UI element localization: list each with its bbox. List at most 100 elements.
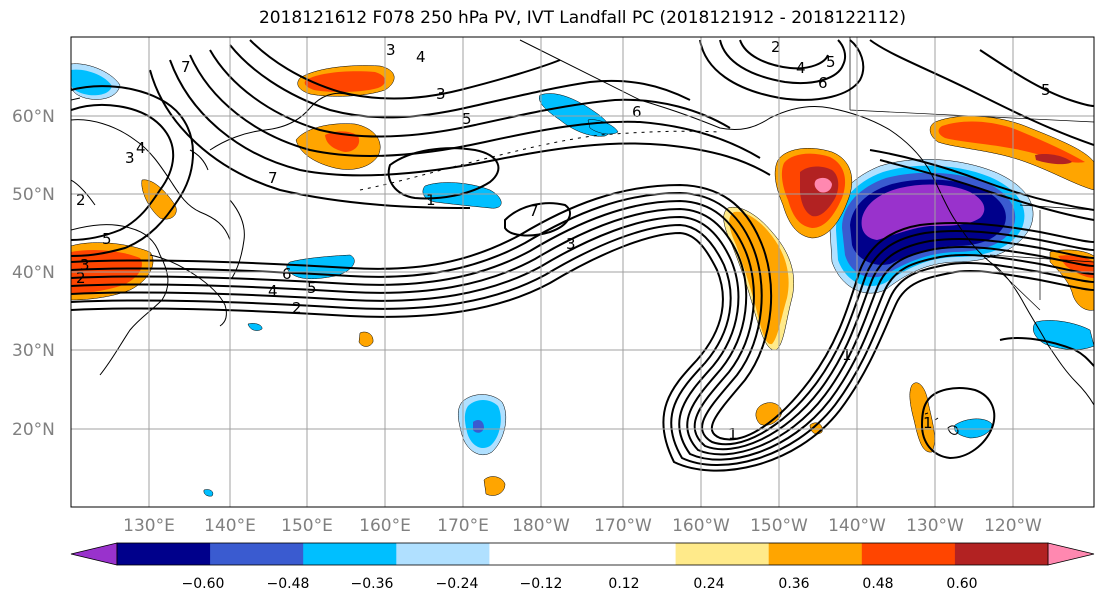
contour-jet-5 bbox=[71, 215, 1094, 461]
contour-label: 3 bbox=[436, 85, 446, 103]
contour-high-ne-1 bbox=[699, 39, 865, 101]
positive-anomaly-small-2 bbox=[358, 331, 374, 347]
map-frame bbox=[70, 36, 1095, 508]
contour-label: 7 bbox=[268, 169, 278, 187]
colorbar-cell bbox=[396, 543, 490, 565]
negative-anomaly-small-1b bbox=[71, 69, 112, 96]
contour-label: 6 bbox=[282, 265, 292, 283]
contour-jet-6 bbox=[71, 223, 1094, 466]
contour-label: 5 bbox=[826, 53, 836, 71]
contour-label: 1 bbox=[923, 414, 933, 432]
contour-label: 2 bbox=[771, 38, 781, 56]
contour-label: 4 bbox=[416, 48, 426, 66]
contour-jet-3 bbox=[71, 199, 1094, 451]
contour-west-1 bbox=[71, 104, 175, 241]
colorbar-tick-label: 0.24 bbox=[693, 576, 724, 592]
colorbar-cell bbox=[768, 543, 863, 565]
colorbar-cell bbox=[954, 543, 1049, 565]
lat-label: 40°N bbox=[12, 263, 55, 283]
contour-ne-corner-1 bbox=[979, 49, 1094, 107]
latitude-labels: 60°N 50°N 40°N 30°N 20°N bbox=[12, 107, 55, 440]
lon-label: 170°E bbox=[437, 516, 489, 536]
contour-label: 5 bbox=[1041, 81, 1051, 99]
colorbar-tick-label: 0.12 bbox=[608, 576, 639, 592]
contour-label: 4 bbox=[796, 59, 806, 77]
coastlines bbox=[71, 37, 1094, 435]
contour-high-ne-2 bbox=[719, 39, 847, 84]
contour-label: 6 bbox=[818, 74, 828, 92]
contour-label: 1 bbox=[842, 346, 852, 364]
colorbar-cell bbox=[303, 543, 397, 565]
lon-label: 140°W bbox=[828, 516, 886, 536]
coastline-japan bbox=[149, 254, 227, 327]
contour-label: 2 bbox=[76, 191, 86, 209]
colorbar-cell bbox=[489, 543, 583, 565]
map-title: 2018121612 F078 250 hPa PV, IVT Landfall… bbox=[258, 8, 906, 28]
negative-anomaly-small-10 bbox=[203, 489, 214, 497]
lon-label: 140°E bbox=[204, 516, 256, 536]
contour-jet-4 bbox=[71, 207, 1094, 456]
contour-north-3 bbox=[209, 49, 731, 138]
colorbar-cell bbox=[675, 543, 770, 565]
positive-anomaly-ne-darkred bbox=[1035, 153, 1072, 165]
contour-north-4 bbox=[189, 54, 761, 159]
lon-label: 130°W bbox=[906, 516, 964, 536]
lon-label: 180°W bbox=[512, 516, 570, 536]
contour-label: 4 bbox=[268, 282, 278, 300]
positive-anomaly-tongue-orange bbox=[729, 211, 789, 345]
colorbar-tick-label: −0.24 bbox=[436, 576, 479, 592]
pv-shading bbox=[71, 63, 1094, 497]
colorbar-tick-label: −0.36 bbox=[351, 576, 394, 592]
colorbar-cell bbox=[117, 543, 211, 565]
contour-ne-corner-4 bbox=[879, 159, 1094, 221]
contour-jet-1 bbox=[71, 183, 1094, 441]
contour-label: 7 bbox=[181, 58, 191, 76]
colorbar-cell bbox=[861, 543, 956, 565]
contour-ne-corner-2 bbox=[869, 39, 1094, 146]
lon-label: 130°E bbox=[123, 516, 175, 536]
positive-anomaly-small-1 bbox=[141, 179, 177, 220]
colorbar-tick-label: 0.48 bbox=[862, 576, 893, 592]
colorbar-cell bbox=[210, 543, 304, 565]
pv-contours bbox=[71, 39, 1094, 472]
contour-label: 2 bbox=[292, 299, 302, 317]
colorbar-tick-label: 0.60 bbox=[946, 576, 977, 592]
contour-label: 5 bbox=[462, 110, 472, 128]
contour-label: 4 bbox=[136, 139, 146, 157]
contour-label: 7 bbox=[529, 202, 539, 220]
lon-label: 160°E bbox=[359, 516, 411, 536]
negative-anomaly-small-8 bbox=[247, 323, 263, 331]
positive-anomaly-small-3 bbox=[755, 402, 783, 426]
lon-label: 150°W bbox=[750, 516, 808, 536]
lat-label: 30°N bbox=[12, 341, 55, 361]
lon-label: 160°W bbox=[672, 516, 730, 536]
contour-label: 3 bbox=[80, 256, 90, 274]
contour-hawaii-closed bbox=[920, 387, 996, 460]
contour-label: 5 bbox=[102, 230, 112, 248]
coastline-kamchatka bbox=[209, 92, 351, 279]
map-contents: 7 3 4 3 2 5 4 5 6 6 7 2 6 5 4 3 2 3 1 7 … bbox=[71, 37, 1094, 507]
longitude-labels: 130°E 140°E 150°E 160°E 170°E 180°W 170°… bbox=[123, 516, 1042, 536]
colorbar: −0.60 −0.48 −0.36 −0.24 −0.12 0.12 0.24 … bbox=[70, 542, 1095, 592]
lon-label: 120°W bbox=[984, 516, 1042, 536]
colorbar-extend-right bbox=[1047, 542, 1095, 566]
colorbar-tick-label: 0.36 bbox=[778, 576, 809, 592]
colorbar-ticks: −0.60 −0.48 −0.36 −0.24 −0.12 0.12 0.24 … bbox=[182, 576, 978, 592]
positive-anomaly-small-4 bbox=[483, 476, 506, 496]
gridlines bbox=[71, 37, 1094, 507]
positive-anomaly-ne-red bbox=[938, 121, 1085, 163]
colorbar-extend-left bbox=[70, 542, 118, 566]
lat-label: 50°N bbox=[12, 185, 55, 205]
negative-anomaly-small-5c bbox=[473, 420, 484, 433]
contour-label: 2 bbox=[76, 269, 86, 287]
lat-label: 60°N bbox=[12, 107, 55, 127]
contour-north-6 bbox=[149, 69, 471, 209]
contour-north-5 bbox=[169, 59, 771, 177]
contour-label: 1 bbox=[728, 425, 738, 443]
lat-label: 20°N bbox=[12, 420, 55, 440]
contour-label: 6 bbox=[632, 103, 642, 121]
contour-labels: 7 3 4 3 2 5 4 5 6 6 7 2 6 5 4 3 2 3 1 7 … bbox=[76, 38, 1051, 443]
contour-jet-2 bbox=[71, 191, 1094, 446]
colorbar-cell bbox=[582, 543, 677, 565]
